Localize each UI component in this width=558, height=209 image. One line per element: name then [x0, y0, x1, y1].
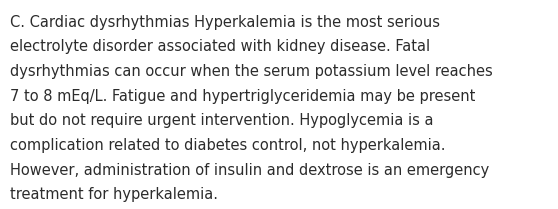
Text: dysrhythmias can occur when the serum potassium level reaches: dysrhythmias can occur when the serum po… [10, 64, 493, 79]
Text: 7 to 8 mEq/L. Fatigue and hypertriglyceridemia may be present: 7 to 8 mEq/L. Fatigue and hypertriglycer… [10, 89, 475, 104]
Text: electrolyte disorder associated with kidney disease. Fatal: electrolyte disorder associated with kid… [10, 39, 430, 54]
Text: complication related to diabetes control, not hyperkalemia.: complication related to diabetes control… [10, 138, 445, 153]
Text: However, administration of insulin and dextrose is an emergency: However, administration of insulin and d… [10, 163, 489, 178]
Text: but do not require urgent intervention. Hypoglycemia is a: but do not require urgent intervention. … [10, 113, 434, 128]
Text: C. Cardiac dysrhythmias Hyperkalemia is the most serious: C. Cardiac dysrhythmias Hyperkalemia is … [10, 15, 440, 30]
Text: treatment for hyperkalemia.: treatment for hyperkalemia. [10, 187, 218, 202]
